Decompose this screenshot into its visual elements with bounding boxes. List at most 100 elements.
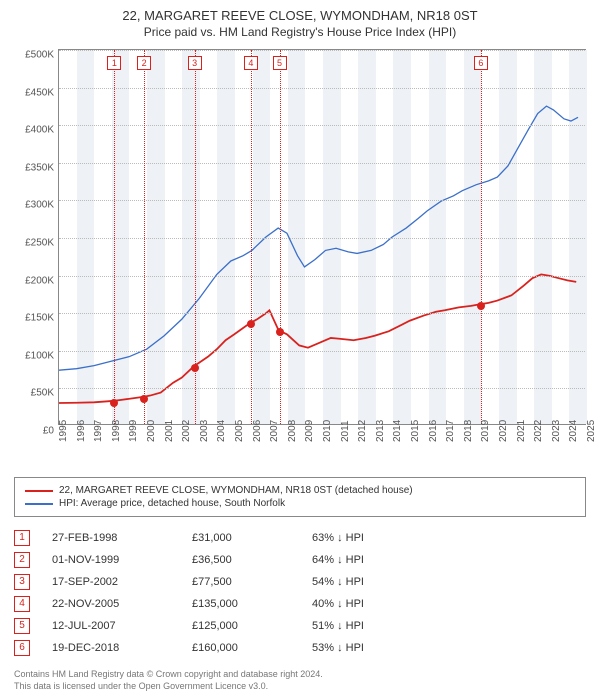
x-tick-label: 2000 <box>146 420 157 442</box>
plot-region: 1 2 3 4 5 6 <box>58 49 586 425</box>
x-tick-label: 2015 <box>410 420 421 442</box>
x-tick-label: 2008 <box>287 420 298 442</box>
sale-diff: 53% ↓ HPI <box>312 642 586 654</box>
legend-label: HPI: Average price, detached house, Sout… <box>59 498 285 509</box>
gridline-h <box>59 388 585 389</box>
x-tick-label: 2019 <box>480 420 491 442</box>
sale-row: 4 22-NOV-2005£135,00040% ↓ HPI <box>14 593 586 615</box>
y-tick-label: £0 <box>43 426 54 437</box>
x-tick-label: 2007 <box>269 420 280 442</box>
sale-diff: 51% ↓ HPI <box>312 620 586 632</box>
sale-date: 01-NOV-1999 <box>52 554 192 566</box>
x-tick-label: 1998 <box>111 420 122 442</box>
x-tick-label: 1997 <box>93 420 104 442</box>
x-tick-label: 1999 <box>128 420 139 442</box>
sale-diff: 64% ↓ HPI <box>312 554 586 566</box>
sale-diff: 63% ↓ HPI <box>312 532 586 544</box>
sale-badge: 4 <box>14 596 30 612</box>
x-tick-label: 2016 <box>428 420 439 442</box>
x-tick-label: 2014 <box>392 420 403 442</box>
x-axis: 1995199619971998199920002001200220032004… <box>58 427 586 451</box>
gridline-h <box>59 125 585 126</box>
y-tick-label: £250K <box>25 238 54 249</box>
footer-line1: Contains HM Land Registry data © Crown c… <box>14 669 586 681</box>
y-tick-label: £300K <box>25 200 54 211</box>
x-tick-label: 2001 <box>164 420 175 442</box>
y-tick-label: £200K <box>25 275 54 286</box>
chart-title-line1: 22, MARGARET REEVE CLOSE, WYMONDHAM, NR1… <box>10 8 590 23</box>
sale-marker-dot <box>110 399 118 407</box>
x-tick-label: 1995 <box>58 420 69 442</box>
sale-price: £77,500 <box>192 576 312 588</box>
sale-row: 2 01-NOV-1999£36,50064% ↓ HPI <box>14 549 586 571</box>
x-tick-label: 2011 <box>340 420 351 442</box>
sale-diff: 40% ↓ HPI <box>312 598 586 610</box>
sale-marker-dot <box>477 302 485 310</box>
x-tick-label: 2025 <box>586 420 597 442</box>
sale-marker-badge: 4 <box>244 56 258 70</box>
sale-badge: 3 <box>14 574 30 590</box>
chart-area: £0£50K£100K£150K£200K£250K£300K£350K£400… <box>14 49 586 449</box>
x-tick-label: 2020 <box>498 420 509 442</box>
y-tick-label: £100K <box>25 350 54 361</box>
sale-badge: 1 <box>14 530 30 546</box>
x-tick-label: 2021 <box>516 420 527 442</box>
x-tick-label: 2022 <box>533 420 544 442</box>
legend-swatch <box>25 490 53 492</box>
y-tick-label: £450K <box>25 87 54 98</box>
y-axis: £0£50K£100K£150K£200K£250K£300K£350K£400… <box>12 49 54 425</box>
sale-price: £125,000 <box>192 620 312 632</box>
x-tick-label: 2003 <box>199 420 210 442</box>
sale-price: £36,500 <box>192 554 312 566</box>
gridline-h <box>59 276 585 277</box>
sale-row: 1 27-FEB-1998£31,00063% ↓ HPI <box>14 527 586 549</box>
sale-marker-badge: 5 <box>273 56 287 70</box>
sale-marker-badge: 3 <box>188 56 202 70</box>
sale-date: 12-JUL-2007 <box>52 620 192 632</box>
sale-marker-dot <box>191 364 199 372</box>
y-tick-label: £350K <box>25 162 54 173</box>
sale-marker-vline <box>280 50 281 424</box>
sale-row: 317-SEP-2002£77,50054% ↓ HPI <box>14 571 586 593</box>
legend-box: 22, MARGARET REEVE CLOSE, WYMONDHAM, NR1… <box>14 477 586 517</box>
x-tick-label: 2017 <box>445 420 456 442</box>
sale-date: 27-FEB-1998 <box>52 532 192 544</box>
sale-marker-badge: 6 <box>474 56 488 70</box>
legend-row: HPI: Average price, detached house, Sout… <box>25 497 575 510</box>
x-tick-label: 2005 <box>234 420 245 442</box>
gridline-h <box>59 200 585 201</box>
sales-table: 1 27-FEB-1998£31,00063% ↓ HPI 2 01-NOV-1999… <box>14 527 586 659</box>
footer-line2: This data is licensed under the Open Gov… <box>14 681 586 692</box>
gridline-h <box>59 88 585 89</box>
sale-price: £31,000 <box>192 532 312 544</box>
sale-marker-badge: 1 <box>107 56 121 70</box>
sale-badge: 6 <box>14 640 30 656</box>
sale-price: £135,000 <box>192 598 312 610</box>
x-tick-label: 2002 <box>181 420 192 442</box>
sale-marker-vline <box>481 50 482 424</box>
sale-date: 22-NOV-2005 <box>52 598 192 610</box>
gridline-h <box>59 313 585 314</box>
legend-swatch <box>25 503 53 505</box>
x-tick-label: 2006 <box>252 420 263 442</box>
chart-title-block: 22, MARGARET REEVE CLOSE, WYMONDHAM, NR1… <box>0 0 600 45</box>
chart-svg <box>59 50 585 424</box>
x-tick-label: 2012 <box>357 420 368 442</box>
sale-badge: 2 <box>14 552 30 568</box>
sale-row: 5 12-JUL-2007£125,00051% ↓ HPI <box>14 615 586 637</box>
sale-marker-dot <box>247 320 255 328</box>
footer-attribution: Contains HM Land Registry data © Crown c… <box>14 669 586 692</box>
y-tick-label: £150K <box>25 313 54 324</box>
x-tick-label: 2024 <box>568 420 579 442</box>
x-tick-label: 2018 <box>463 420 474 442</box>
chart-title-line2: Price paid vs. HM Land Registry's House … <box>10 25 590 39</box>
sale-diff: 54% ↓ HPI <box>312 576 586 588</box>
x-tick-label: 2023 <box>551 420 562 442</box>
sale-row: 619-DEC-2018£160,00053% ↓ HPI <box>14 637 586 659</box>
series-property <box>59 274 576 403</box>
gridline-h <box>59 238 585 239</box>
gridline-h <box>59 351 585 352</box>
sale-badge: 5 <box>14 618 30 634</box>
x-tick-label: 2010 <box>322 420 333 442</box>
sale-marker-badge: 2 <box>137 56 151 70</box>
